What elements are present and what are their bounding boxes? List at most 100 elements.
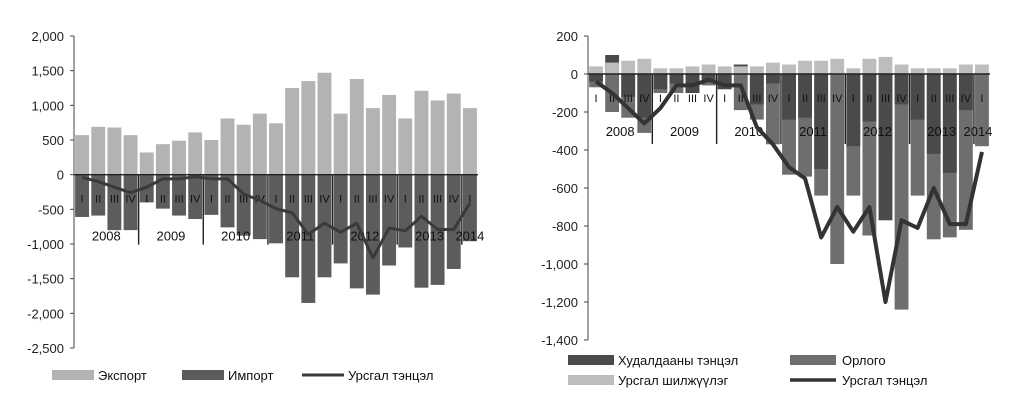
income-bar: [766, 74, 780, 145]
legend-swatch-export: [52, 370, 94, 380]
transfers-bar: [910, 68, 925, 74]
trade-balance-bar: [653, 74, 668, 90]
quarter-label: I: [723, 93, 726, 105]
quarter-label: III: [433, 194, 442, 206]
transfers-bar: [942, 68, 957, 74]
transfers-bar: [814, 60, 829, 74]
legend-swatch-trade-balance: [568, 355, 614, 365]
quarter-label: II: [931, 93, 937, 105]
export-bar: [366, 108, 380, 175]
quarter-label: III: [945, 93, 954, 105]
quarter-label: III: [688, 93, 697, 105]
transfers-bar: [862, 58, 877, 74]
import-bar: [398, 174, 413, 248]
y-tick-label: -2,000: [27, 306, 64, 321]
trade-balance-bar: [798, 74, 812, 118]
quarter-label: II: [738, 93, 744, 105]
year-label: 2010: [221, 229, 250, 244]
export-bar: [430, 100, 445, 175]
import-bar: [414, 174, 429, 288]
export-bar: [155, 144, 170, 175]
trade-balance-bar: [749, 74, 764, 105]
quarter-label: III: [239, 194, 248, 206]
quarter-label: IV: [639, 93, 650, 105]
chart-export-import: 2,000 1,500 1,000 500 0 -500 -1,000 -1,500 -2,00…: [27, 29, 484, 383]
quarter-label: I: [81, 194, 84, 206]
y-tick-label: 0: [571, 67, 578, 82]
trade-balance-bar: [910, 74, 925, 120]
quarter-label: IV: [768, 93, 779, 105]
quarter-label: III: [174, 194, 183, 206]
y-tick-label: -800: [552, 219, 578, 234]
export-bar: [317, 72, 332, 175]
quarter-label: I: [980, 93, 983, 105]
legend-label-transfers: Урсгал шилжүүлэг: [618, 373, 728, 388]
quarter-label: III: [110, 194, 119, 206]
quarter-label: III: [304, 194, 313, 206]
export-bar: [382, 94, 397, 175]
export-bar: [236, 124, 251, 175]
quarter-label: I: [145, 194, 148, 206]
transfers-bar: [733, 66, 748, 74]
quarter-label: IV: [319, 194, 330, 206]
transfers-bar: [878, 56, 893, 74]
quarter-label: IV: [125, 194, 136, 206]
import-bar: [462, 174, 477, 242]
legend-label-current-account: Урсгал тэнцэл: [348, 368, 433, 383]
y-tick-label: -500: [38, 202, 64, 217]
import-bar: [349, 174, 364, 289]
transfers-bar: [782, 64, 796, 74]
year-label: 2013: [927, 124, 956, 139]
quarter-label: II: [418, 194, 424, 206]
export-bar: [204, 140, 219, 175]
import-bar: [317, 174, 332, 278]
trade-balance-bar: [814, 74, 829, 169]
quarter-label: IV: [703, 93, 714, 105]
quarter-label: I: [210, 194, 213, 206]
quarter-label: II: [354, 194, 360, 206]
quarter-label: I: [339, 194, 342, 206]
y-tick-label: -200: [552, 105, 578, 120]
import-bar: [446, 174, 461, 269]
quarter-label: III: [624, 93, 633, 105]
year-label: 2012: [350, 229, 379, 244]
transfers-bar: [926, 68, 941, 74]
export-bar: [75, 135, 90, 175]
quarter-label: IV: [832, 93, 843, 105]
transfers-bar: [894, 64, 909, 74]
quarter-label: I: [595, 93, 598, 105]
quarter-label: III: [368, 194, 377, 206]
import-bar: [75, 174, 90, 217]
export-bar: [91, 126, 106, 175]
export-bar: [107, 127, 122, 175]
trade-balance-bar: [942, 74, 957, 173]
quarter-label: I: [787, 93, 790, 105]
trade-balance-bar: [589, 74, 603, 82]
income-bar: [958, 74, 973, 230]
import-bar: [382, 174, 397, 266]
export-bar: [446, 93, 461, 175]
y-tick-label: 200: [556, 29, 578, 44]
legend-swatch-import: [182, 370, 224, 380]
transfers-bar: [605, 62, 620, 74]
year-label: 2008: [606, 124, 635, 139]
trade-balance-bar: [637, 74, 652, 118]
export-bar: [398, 118, 413, 175]
trade-balance-bar: [766, 74, 780, 84]
export-bar: [269, 123, 283, 175]
income-bar: [894, 74, 909, 310]
y-tick-label: -1,400: [541, 333, 578, 348]
transfers-bar: [637, 58, 652, 74]
import-bar: [301, 174, 316, 303]
y-tick-label: 2,000: [31, 29, 64, 44]
transfers-bar: [685, 66, 700, 74]
quarter-label: IV: [961, 93, 972, 105]
quarter-label: IV: [896, 93, 907, 105]
export-bar: [462, 108, 477, 175]
quarter-label: II: [609, 93, 615, 105]
trade-balance-bar: [669, 74, 684, 84]
quarter-label: III: [817, 93, 826, 105]
import-bar: [252, 174, 267, 240]
quarter-label: I: [468, 194, 471, 206]
